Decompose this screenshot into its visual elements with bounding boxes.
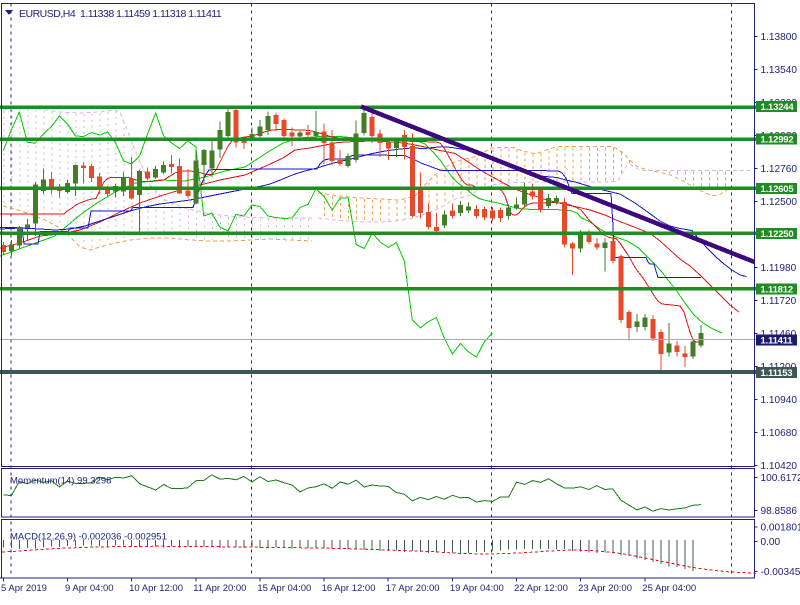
svg-text:1.11411: 1.11411 <box>761 335 794 346</box>
svg-text:17 Apr 20:00: 17 Apr 20:00 <box>386 583 440 594</box>
svg-text:1.11980: 1.11980 <box>761 263 797 274</box>
svg-text:9 Apr 04:00: 9 Apr 04:00 <box>65 583 114 594</box>
svg-text:5 Apr 2019: 5 Apr 2019 <box>1 583 47 594</box>
svg-text:22 Apr 12:00: 22 Apr 12:00 <box>514 583 568 594</box>
svg-text:25 Apr 04:00: 25 Apr 04:00 <box>642 583 696 594</box>
svg-text:1.11153: 1.11153 <box>761 368 793 379</box>
svg-text:100.6172: 100.6172 <box>761 473 800 484</box>
svg-text:15 Apr 04:00: 15 Apr 04:00 <box>257 583 311 594</box>
svg-text:1.10680: 1.10680 <box>761 428 798 439</box>
svg-text:1.13244: 1.13244 <box>761 102 795 113</box>
svg-text:1.12605: 1.12605 <box>761 184 795 195</box>
svg-text:23 Apr 20:00: 23 Apr 20:00 <box>578 583 632 594</box>
svg-text:10 Apr 12:00: 10 Apr 12:00 <box>129 583 183 594</box>
svg-text:1.12992: 1.12992 <box>761 135 794 146</box>
svg-text:MACD(12,26,9) -0.002036 -0.002: MACD(12,26,9) -0.002036 -0.002951 <box>10 532 167 543</box>
svg-text:11 Apr 20:00: 11 Apr 20:00 <box>193 583 246 594</box>
svg-text:98.8586: 98.8586 <box>761 506 798 517</box>
svg-text:1.10940: 1.10940 <box>761 395 798 406</box>
svg-text:-0.003458: -0.003458 <box>761 567 800 578</box>
svg-text:1.12500: 1.12500 <box>761 197 798 208</box>
svg-text:0.001801: 0.001801 <box>761 523 800 534</box>
svg-text:1.13540: 1.13540 <box>761 65 798 76</box>
svg-text:1.13800: 1.13800 <box>761 32 798 43</box>
svg-text:1.12250: 1.12250 <box>761 229 794 240</box>
svg-text:1.10420: 1.10420 <box>761 461 798 472</box>
svg-text:Momentum(14) 99.3298: Momentum(14) 99.3298 <box>10 476 111 487</box>
svg-text:19 Apr 04:00: 19 Apr 04:00 <box>450 583 504 594</box>
svg-text:0.00: 0.00 <box>761 537 781 548</box>
svg-text:16 Apr 12:00: 16 Apr 12:00 <box>322 583 376 594</box>
svg-text:1.11720: 1.11720 <box>761 296 797 307</box>
svg-text:1.12760: 1.12760 <box>761 164 798 175</box>
svg-text:EURUSD,H4 1.11338 1.11459 1.1: EURUSD,H4 1.11338 1.11459 1.11318 1.1141… <box>19 8 222 20</box>
svg-text:1.11812: 1.11812 <box>761 284 793 295</box>
